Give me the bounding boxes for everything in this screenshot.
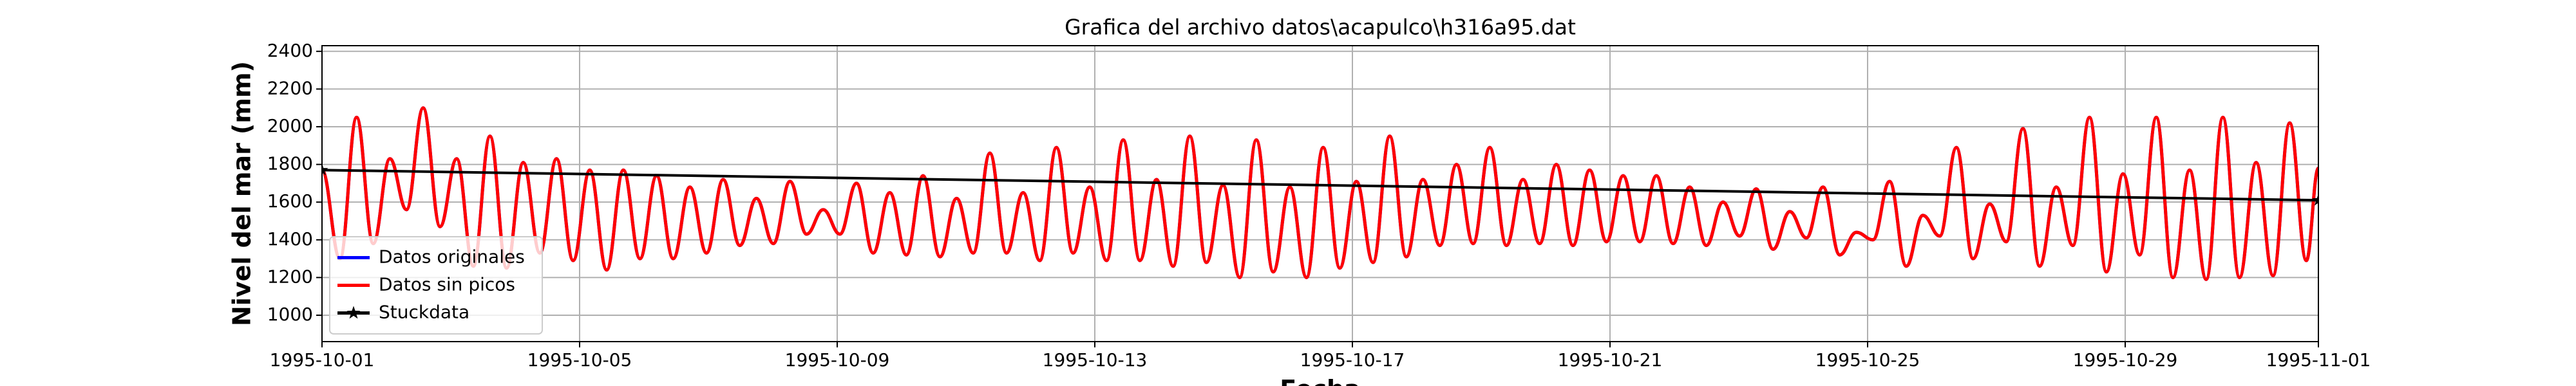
x-axis-label: Fecha bbox=[1280, 375, 1360, 386]
x-tick-label: 1995-10-01 bbox=[270, 349, 375, 371]
x-tick-label: 1995-10-13 bbox=[1043, 349, 1148, 371]
x-tick-label: 1995-10-09 bbox=[785, 349, 890, 371]
axes: 1000 1200 1400 1600 1800 2000 2200 2400 1995-10-… bbox=[267, 40, 2371, 371]
y-tick-label: 2000 bbox=[267, 115, 313, 136]
y-tick-label: 1800 bbox=[267, 153, 313, 174]
y-tick-label: 1200 bbox=[267, 266, 313, 287]
y-axis-label: Nivel del mar (mm) bbox=[228, 61, 256, 326]
x-tick-label: 1995-10-29 bbox=[2073, 349, 2178, 371]
chart-title: Grafica del archivo datos\acapulco\h316a… bbox=[1065, 15, 1576, 40]
x-tick-label: 1995-10-05 bbox=[527, 349, 632, 371]
legend-label: Stuckdata bbox=[379, 302, 469, 323]
x-tick-label: 1995-10-17 bbox=[1300, 349, 1405, 371]
y-tick-label: 2200 bbox=[267, 77, 313, 98]
x-tick-label: 1995-10-21 bbox=[1558, 349, 1663, 371]
y-tick-label: 1000 bbox=[267, 304, 313, 325]
plot-area bbox=[322, 106, 2318, 281]
y-tick-label: 2400 bbox=[267, 40, 313, 61]
y-tick-label: 1600 bbox=[267, 190, 313, 212]
x-tick-label: 1995-11-01 bbox=[2266, 349, 2371, 371]
axes-frame bbox=[321, 45, 2319, 342]
legend-marker bbox=[346, 306, 361, 319]
series-line bbox=[322, 106, 2318, 281]
legend-label: Datos originales bbox=[379, 246, 525, 268]
trend-marker bbox=[322, 163, 328, 176]
x-tick-label: 1995-10-25 bbox=[1815, 349, 1920, 371]
legend-box bbox=[329, 236, 543, 335]
trend-marker bbox=[2312, 194, 2318, 206]
legend: Datos originales Datos sin picos Stuckdata bbox=[329, 236, 543, 335]
legend-label: Datos sin picos bbox=[379, 274, 515, 295]
trend-line bbox=[322, 169, 2318, 202]
y-tick-label: 1400 bbox=[267, 228, 313, 250]
